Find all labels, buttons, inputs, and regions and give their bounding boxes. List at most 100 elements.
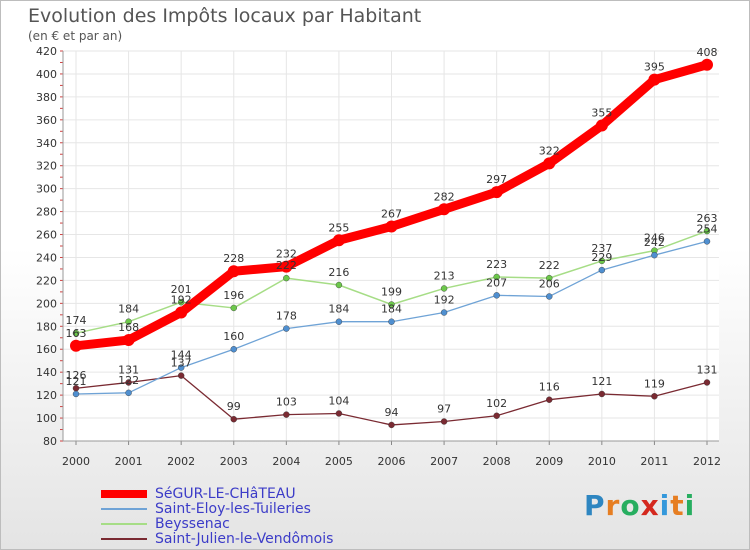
logo-letter: r <box>605 489 621 522</box>
data-point <box>283 274 290 282</box>
x-tick-label: 2008 <box>483 455 511 468</box>
data-point <box>543 157 556 170</box>
data-label: 184 <box>381 303 402 316</box>
x-tick-label: 2012 <box>693 455 721 468</box>
data-label: 168 <box>118 321 139 334</box>
data-point <box>122 334 135 347</box>
data-label: 255 <box>328 221 349 234</box>
y-tick-label: 160 <box>36 343 57 356</box>
y-tick-label: 400 <box>36 68 57 81</box>
data-label: 322 <box>539 144 560 157</box>
data-label: 232 <box>276 248 297 261</box>
y-tick-label: 420 <box>36 45 57 58</box>
data-label: 104 <box>328 394 349 407</box>
x-tick-label: 2010 <box>588 455 616 468</box>
data-label: 237 <box>591 242 612 255</box>
logo-letter: t <box>670 489 685 522</box>
legend-label: Beyssenac <box>155 516 230 532</box>
y-tick-label: 120 <box>36 389 57 402</box>
data-label: 206 <box>539 277 560 290</box>
data-label: 116 <box>539 381 560 394</box>
data-label: 207 <box>486 276 507 289</box>
data-point <box>598 266 606 274</box>
chart-subtitle: (en € et par an) <box>28 29 123 43</box>
data-point <box>440 309 448 316</box>
data-label: 222 <box>276 259 297 272</box>
data-point <box>701 58 713 71</box>
y-tick-label: 260 <box>36 229 57 242</box>
data-label: 160 <box>223 330 244 343</box>
data-point <box>177 299 185 306</box>
data-label: 192 <box>434 294 455 307</box>
y-tick-label: 140 <box>36 366 57 379</box>
data-point <box>177 372 185 379</box>
data-point <box>175 306 188 319</box>
y-tick-label: 100 <box>36 412 57 425</box>
data-point <box>440 418 448 425</box>
data-point <box>227 265 240 278</box>
data-label: 222 <box>539 259 560 272</box>
data-point <box>598 257 606 265</box>
data-label: 355 <box>591 107 612 120</box>
data-point <box>651 393 658 400</box>
data-point <box>335 410 343 417</box>
legend-swatch <box>101 523 147 525</box>
data-label: 99 <box>227 400 241 413</box>
data-point <box>651 251 658 259</box>
data-label: 121 <box>591 375 612 388</box>
data-point <box>546 396 553 403</box>
data-point <box>332 234 345 247</box>
data-point <box>335 281 343 289</box>
data-label: 103 <box>276 396 297 409</box>
legend-label: Saint-Julien-le-Vendômois <box>155 531 334 547</box>
data-label: 137 <box>171 357 192 370</box>
data-label: 119 <box>644 377 665 390</box>
data-point <box>125 318 132 325</box>
chart-title: Evolution des Impôts locaux par Habitant <box>28 5 422 27</box>
y-tick-label: 320 <box>36 160 57 173</box>
data-label: 174 <box>66 314 87 327</box>
data-point <box>230 346 237 353</box>
legend-swatch <box>101 508 147 510</box>
data-point <box>546 274 553 282</box>
data-point <box>703 227 711 235</box>
data-label: 199 <box>381 286 402 299</box>
data-point <box>388 301 395 308</box>
x-tick-label: 2009 <box>535 455 563 468</box>
data-point <box>72 390 80 398</box>
data-label: 122 <box>118 374 139 387</box>
data-label: 94 <box>385 406 399 419</box>
legend-swatch <box>101 490 147 498</box>
data-label: 192 <box>171 294 192 307</box>
data-point <box>388 318 395 325</box>
y-tick-label: 80 <box>43 435 57 448</box>
data-label: 395 <box>644 61 665 74</box>
data-point <box>648 73 661 86</box>
data-point <box>70 339 82 352</box>
x-tick-label: 2007 <box>430 455 458 468</box>
legend-label: Saint-Eloy-les-Tuileries <box>155 501 311 517</box>
data-label: 144 <box>171 349 192 362</box>
data-point <box>230 304 237 312</box>
data-point <box>546 293 553 300</box>
data-point <box>703 379 711 386</box>
data-label: 228 <box>223 252 244 265</box>
data-point <box>125 389 132 397</box>
y-tick-label: 200 <box>36 297 57 310</box>
logo-letter: o <box>620 489 641 522</box>
y-tick-label: 220 <box>36 274 57 287</box>
data-point <box>283 411 290 418</box>
data-point <box>335 318 343 325</box>
data-label: 267 <box>381 208 402 221</box>
data-point <box>490 186 503 199</box>
data-label: 223 <box>486 258 507 271</box>
data-label: 97 <box>437 403 451 416</box>
x-tick-label: 2003 <box>220 455 248 468</box>
data-label: 196 <box>223 289 244 302</box>
data-point <box>230 416 237 423</box>
data-point <box>703 238 711 245</box>
data-point <box>177 364 185 371</box>
y-tick-label: 340 <box>36 137 57 150</box>
x-tick-label: 2002 <box>167 455 195 468</box>
